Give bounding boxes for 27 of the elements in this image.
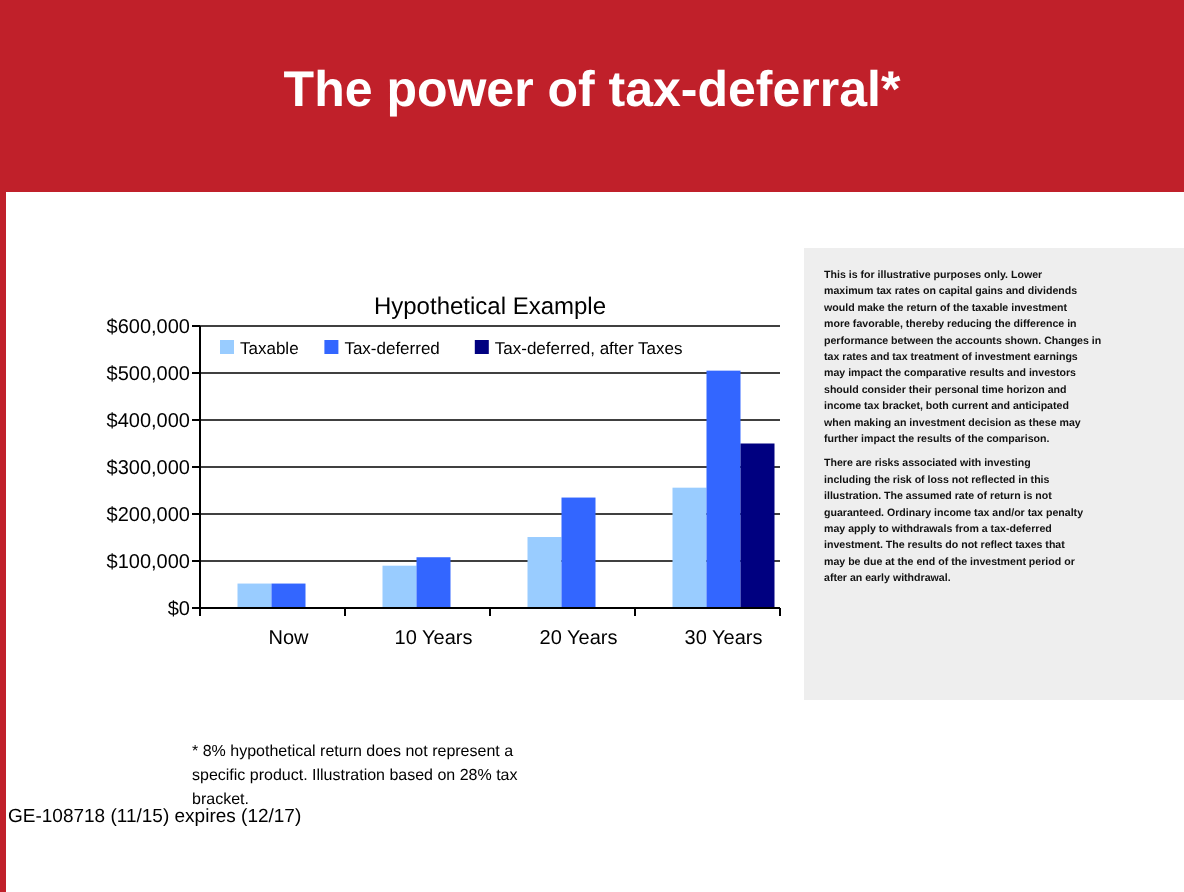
y-tick-label: $400,000 [106, 411, 191, 433]
bar [382, 565, 417, 608]
y-tick-label: $300,000 [106, 458, 191, 480]
bar [527, 537, 562, 608]
chart-title: The power of tax-deferral* [283, 62, 901, 118]
legend-label: Tax-deferred, after Taxes [494, 338, 683, 358]
y-tick-label: $200,000 [106, 505, 191, 527]
y-tick-label: $0 [167, 599, 191, 621]
x-tick-label: 20 Years [539, 628, 618, 650]
y-tick-label: $600,000 [106, 317, 191, 339]
y-tick-label: $100,000 [106, 552, 191, 574]
legend-label: Taxable [240, 338, 300, 358]
bar [561, 497, 596, 608]
bar [271, 583, 306, 608]
bar [416, 557, 451, 608]
text: GE-108718 (11/15) expires (12/17) [8, 806, 302, 828]
chart-subtitle: Hypothetical Example [373, 292, 607, 320]
x-tick-label: 30 Years [684, 628, 763, 650]
bar [672, 487, 707, 608]
text: * 8% hypothetical return does not represent a specific product. Illustration based on 28% tax bracket. [192, 742, 518, 808]
bar [740, 443, 775, 608]
legend-label: Tax-deferred [344, 338, 441, 358]
x-tick-label: 10 Years [394, 628, 473, 650]
y-tick-label: $500,000 [106, 364, 191, 386]
x-tick-label: Now [268, 628, 311, 650]
bar [706, 370, 741, 608]
bar [237, 583, 272, 608]
